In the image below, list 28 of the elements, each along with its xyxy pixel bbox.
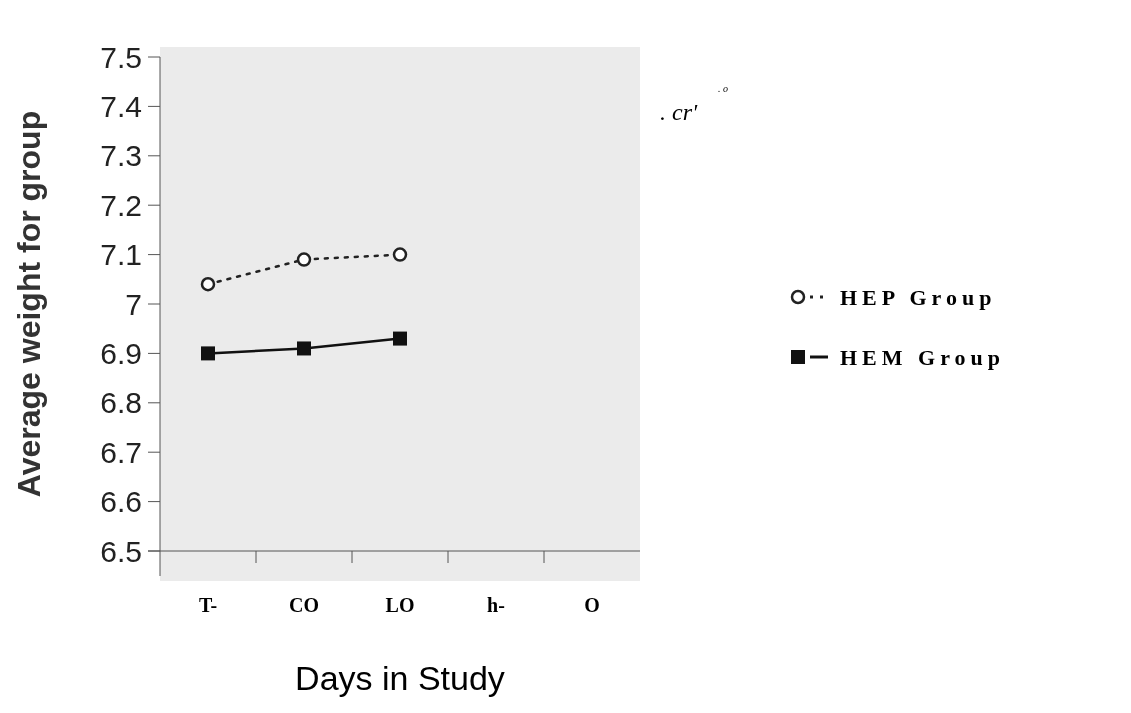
legend-label: HEM Group — [840, 344, 1006, 370]
text: . o — [718, 83, 728, 94]
point — [296, 252, 312, 267]
x-tick-label: T- — [198, 594, 218, 616]
y-tick-label: 7.2 — [100, 188, 142, 222]
point — [297, 341, 311, 356]
y-tick-label: 6.9 — [100, 336, 142, 370]
x-tick-label: CO — [289, 594, 319, 616]
point — [201, 346, 215, 361]
y-tick-label: 7 — [125, 287, 142, 321]
y-tick-label: 6.7 — [100, 435, 142, 469]
y-axis-title: Average weight for group — [11, 110, 47, 498]
x-tick-label: O — [584, 594, 600, 616]
text: . cr' — [660, 99, 698, 125]
legend-label: HEP Group — [840, 284, 997, 310]
y-tick-label: 7.3 — [100, 139, 142, 173]
x-axis-title: Days in Study — [295, 659, 505, 697]
point — [200, 276, 216, 292]
y-tick-label: 7.5 — [100, 40, 142, 74]
x-tick-label: h- — [487, 594, 505, 616]
y-tick-label: 7.1 — [100, 238, 142, 272]
point — [392, 247, 408, 262]
y-tick-label: 6.5 — [100, 534, 142, 568]
x-tick-label: LO — [385, 594, 415, 616]
y-tick-label: 6.8 — [100, 386, 142, 420]
y-tick-label: 7.4 — [100, 89, 142, 123]
point — [393, 331, 407, 346]
y-tick-label: 6.6 — [100, 485, 142, 519]
